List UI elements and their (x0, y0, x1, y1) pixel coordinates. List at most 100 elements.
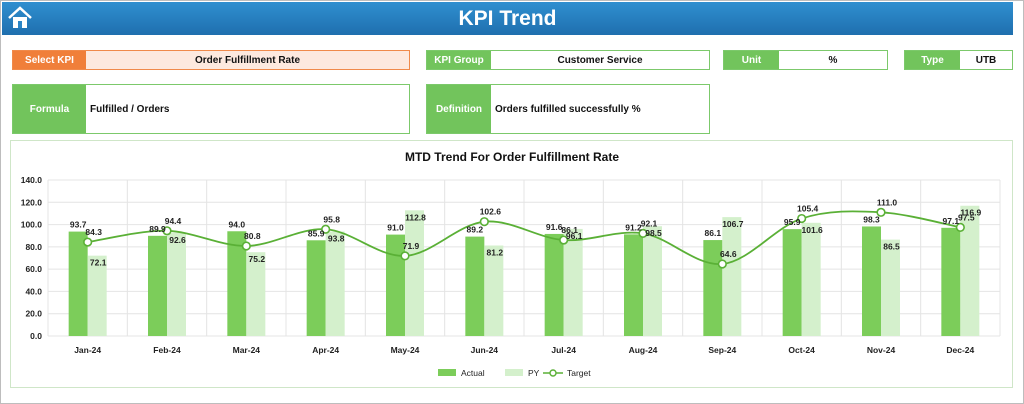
unit-field: Unit % (723, 50, 888, 70)
py-bar (484, 245, 504, 336)
actual-data-label: 89.9 (149, 224, 166, 234)
py-bar (246, 252, 266, 336)
select-kpi-value[interactable]: Order Fulfillment Rate (86, 51, 409, 69)
chart-title: MTD Trend For Order Fulfillment Rate (404, 150, 619, 164)
x-tick-label: Jul-24 (551, 345, 576, 355)
type-label: Type (905, 51, 960, 69)
py-bar (643, 226, 662, 336)
py-data-label: 92.6 (169, 235, 186, 245)
home-icon[interactable] (6, 5, 34, 31)
target-point (241, 241, 251, 251)
y-tick-label: 60.0 (25, 264, 42, 274)
chart-panel (10, 140, 1013, 388)
actual-data-label: 95.9 (784, 217, 801, 227)
target-point (717, 259, 727, 269)
py-bar (801, 222, 821, 336)
py-bar (881, 239, 900, 336)
definition-box: Definition Orders fulfilled successfully… (426, 84, 710, 134)
formula-label: Formula (13, 85, 86, 133)
target-data-label: 86.1 (561, 225, 578, 235)
y-tick-label: 100.0 (21, 220, 43, 230)
actual-data-label: 94.0 (229, 219, 246, 229)
actual-data-label: 91.2 (625, 222, 642, 232)
x-tick-label: Sep-24 (708, 345, 736, 355)
target-point (400, 251, 410, 261)
kpi-group-field: KPI Group Customer Service (426, 50, 710, 70)
py-data-label: 72.1 (90, 258, 107, 268)
actual-bar (782, 229, 802, 336)
actual-data-label: 91.0 (387, 223, 404, 233)
x-tick-label: Dec-24 (946, 345, 974, 355)
actual-bar (306, 240, 326, 336)
x-tick-label: Feb-24 (153, 345, 181, 355)
py-bar (960, 205, 980, 336)
target-data-label: 102.6 (480, 207, 502, 217)
py-data-label: 86.5 (883, 242, 900, 252)
y-tick-label: 120.0 (21, 197, 43, 207)
x-tick-label: Nov-24 (867, 345, 896, 355)
select-kpi-dropdown[interactable]: Select KPI Order Fulfillment Rate (12, 50, 410, 70)
actual-bar (227, 231, 247, 336)
py-data-label: 98.5 (645, 228, 662, 238)
actual-data-label: 97.1 (943, 216, 960, 226)
target-data-label: 97.5 (958, 212, 975, 222)
target-point (638, 228, 648, 238)
py-bar (167, 232, 186, 336)
py-bar (563, 228, 583, 336)
actual-data-label: 85.9 (308, 228, 325, 238)
actual-bar (148, 235, 167, 336)
x-tick-label: Apr-24 (312, 345, 339, 355)
target-data-label: 64.6 (720, 249, 737, 259)
py-bar (722, 217, 742, 336)
target-point (559, 235, 569, 245)
target-data-label: 92.1 (641, 218, 658, 228)
target-data-label: 84.3 (85, 227, 102, 237)
actual-data-label: 86.1 (705, 228, 722, 238)
y-tick-label: 40.0 (25, 286, 42, 296)
x-tick-label: Aug-24 (629, 345, 658, 355)
x-tick-label: May-24 (391, 345, 420, 355)
target-point (83, 237, 93, 247)
actual-bar (941, 227, 961, 336)
target-point (797, 213, 807, 224)
target-point (321, 224, 331, 234)
definition-value: Orders fulfilled successfully % (495, 103, 641, 115)
target-data-label: 80.8 (244, 231, 261, 241)
py-data-label: 116.9 (960, 208, 981, 218)
actual-bar (544, 233, 564, 336)
formula-box: Formula Fulfilled / Orders (12, 84, 410, 134)
unit-label: Unit (724, 51, 779, 69)
kpi-group-value: Customer Service (557, 54, 643, 66)
actual-bar (862, 226, 881, 336)
target-point (955, 222, 965, 232)
select-kpi-label: Select KPI (13, 51, 86, 69)
y-tick-label: 140.0 (21, 175, 43, 185)
y-tick-label: 20.0 (25, 309, 42, 319)
type-value: UTB (975, 54, 997, 66)
actual-bar (386, 234, 405, 336)
actual-data-label: 89.2 (467, 225, 484, 235)
py-bar (325, 231, 345, 336)
target-point (479, 217, 489, 227)
x-tick-label: Oct-24 (788, 345, 815, 355)
actual-data-label: 91.6 (546, 222, 563, 232)
py-data-label: 106.7 (722, 219, 744, 229)
py-data-label: 96.1 (566, 231, 583, 241)
legend-target-marker (549, 369, 557, 377)
py-data-label: 81.2 (487, 248, 504, 258)
x-tick-label: Jan-24 (74, 345, 101, 355)
target-data-label: 71.9 (403, 241, 420, 251)
target-data-label: 105.4 (797, 204, 819, 214)
legend-py-swatch (505, 369, 523, 376)
y-tick-label: 80.0 (25, 242, 42, 252)
target-data-label: 95.8 (323, 214, 340, 224)
legend-target-label: Target (567, 368, 591, 378)
x-tick-label: Jun-24 (471, 345, 499, 355)
definition-label: Definition (427, 85, 491, 133)
type-field: Type UTB (904, 50, 1013, 70)
formula-value: Fulfilled / Orders (90, 103, 170, 115)
py-data-label: 101.6 (802, 225, 824, 235)
actual-bar (68, 231, 88, 336)
legend-actual-swatch (438, 369, 456, 376)
